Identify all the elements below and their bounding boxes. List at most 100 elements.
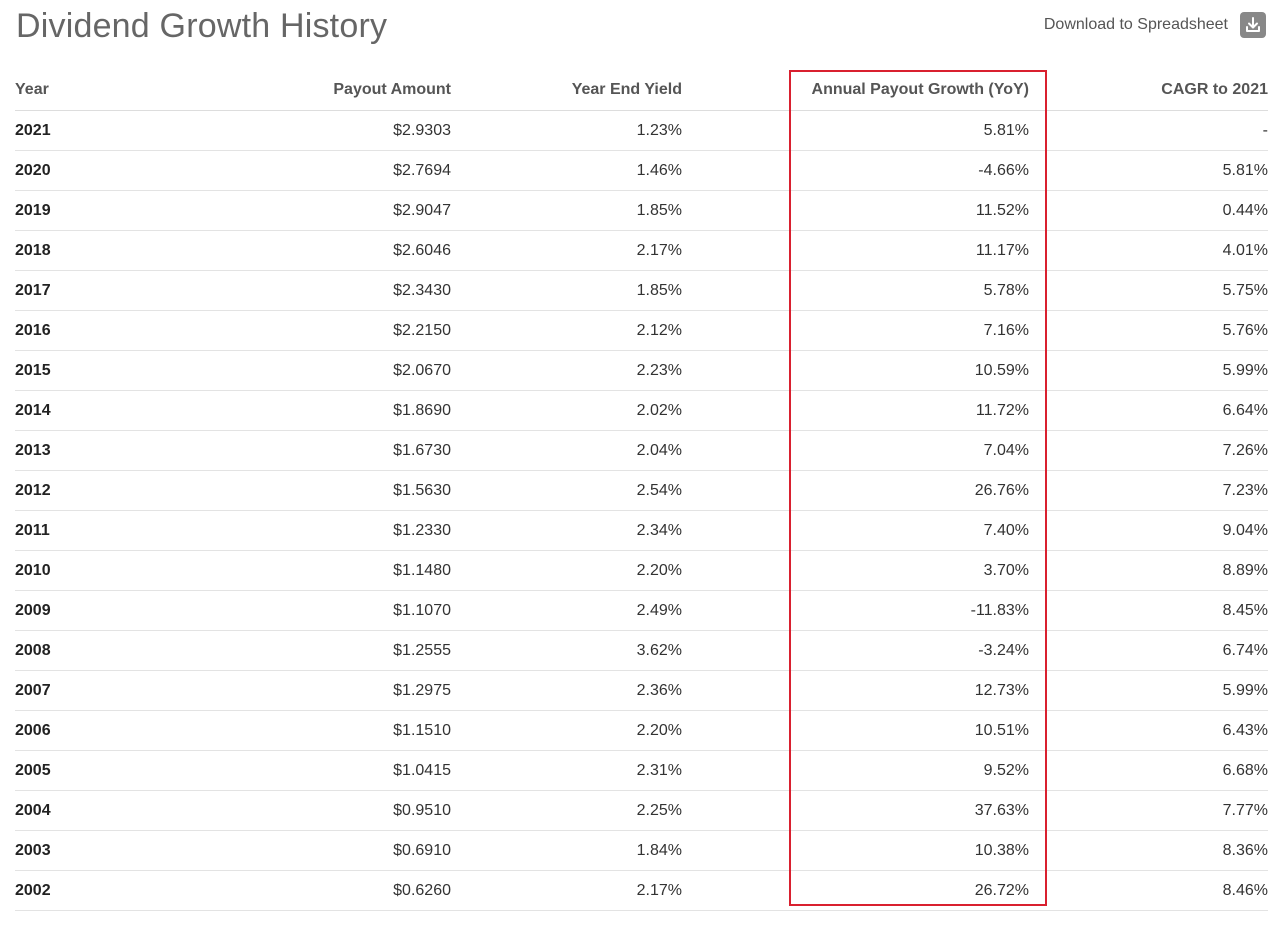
page-title: Dividend Growth History xyxy=(16,7,388,45)
dividend-growth-table-container: Year Payout Amount Year End Yield Annual… xyxy=(15,70,1268,911)
cell-year-end-yield: 1.85% xyxy=(451,190,682,231)
cell-year: 2013 xyxy=(15,430,155,471)
column-header-payout-amount[interactable]: Payout Amount xyxy=(155,70,451,111)
table-row: 2002 $0.6260 2.17% 26.72% 8.46% xyxy=(15,870,1268,911)
cell-year: 2021 xyxy=(15,110,155,151)
column-header-cagr[interactable]: CAGR to 2021 xyxy=(1039,70,1268,111)
cell-cagr: 0.44% xyxy=(1039,190,1268,231)
cell-annual-payout-growth: 11.72% xyxy=(682,390,1039,431)
table-row: 2007 $1.2975 2.36% 12.73% 5.99% xyxy=(15,670,1268,711)
cell-year: 2002 xyxy=(15,870,155,911)
table-row: 2013 $1.6730 2.04% 7.04% 7.26% xyxy=(15,430,1268,471)
download-icon[interactable] xyxy=(1240,12,1266,38)
column-header-year[interactable]: Year xyxy=(15,70,155,111)
cell-cagr: 8.36% xyxy=(1039,830,1268,871)
cell-cagr: 6.74% xyxy=(1039,630,1268,671)
cell-year-end-yield: 2.20% xyxy=(451,550,682,591)
cell-payout-amount: $1.5630 xyxy=(155,470,451,511)
cell-annual-payout-growth: 10.38% xyxy=(682,830,1039,871)
cell-cagr: 8.46% xyxy=(1039,870,1268,911)
cell-year: 2016 xyxy=(15,310,155,351)
cell-year: 2006 xyxy=(15,710,155,751)
cell-year-end-yield: 2.23% xyxy=(451,350,682,391)
table-row: 2011 $1.2330 2.34% 7.40% 9.04% xyxy=(15,510,1268,551)
table-row: 2003 $0.6910 1.84% 10.38% 8.36% xyxy=(15,830,1268,871)
table-row: 2014 $1.8690 2.02% 11.72% 6.64% xyxy=(15,390,1268,431)
cell-payout-amount: $1.2975 xyxy=(155,670,451,711)
table-row: 2012 $1.5630 2.54% 26.76% 7.23% xyxy=(15,470,1268,511)
cell-year: 2004 xyxy=(15,790,155,831)
cell-annual-payout-growth: 10.59% xyxy=(682,350,1039,391)
cell-annual-payout-growth: 7.04% xyxy=(682,430,1039,471)
table-row: 2004 $0.9510 2.25% 37.63% 7.77% xyxy=(15,790,1268,831)
cell-cagr: 5.75% xyxy=(1039,270,1268,311)
cell-annual-payout-growth: 12.73% xyxy=(682,670,1039,711)
cell-cagr: 8.89% xyxy=(1039,550,1268,591)
cell-year-end-yield: 2.49% xyxy=(451,590,682,631)
cell-year: 2015 xyxy=(15,350,155,391)
cell-payout-amount: $1.1070 xyxy=(155,590,451,631)
cell-year: 2018 xyxy=(15,230,155,271)
cell-annual-payout-growth: 7.40% xyxy=(682,510,1039,551)
table-row: 2010 $1.1480 2.20% 3.70% 8.89% xyxy=(15,550,1268,591)
cell-annual-payout-growth: -11.83% xyxy=(682,590,1039,631)
cell-payout-amount: $2.2150 xyxy=(155,310,451,351)
cell-payout-amount: $1.8690 xyxy=(155,390,451,431)
header-row: Year Payout Amount Year End Yield Annual… xyxy=(15,70,1268,111)
cell-annual-payout-growth: 7.16% xyxy=(682,310,1039,351)
cell-year-end-yield: 1.46% xyxy=(451,150,682,191)
table-row: 2020 $2.7694 1.46% -4.66% 5.81% xyxy=(15,150,1268,191)
cell-cagr: 6.43% xyxy=(1039,710,1268,751)
cell-payout-amount: $2.9303 xyxy=(155,110,451,151)
dividend-growth-table: Year Payout Amount Year End Yield Annual… xyxy=(15,70,1268,911)
cell-payout-amount: $1.1510 xyxy=(155,710,451,751)
cell-year-end-yield: 2.02% xyxy=(451,390,682,431)
cell-payout-amount: $2.6046 xyxy=(155,230,451,271)
cell-year: 2017 xyxy=(15,270,155,311)
cell-annual-payout-growth: 10.51% xyxy=(682,710,1039,751)
cell-cagr: - xyxy=(1039,110,1268,151)
table-row: 2019 $2.9047 1.85% 11.52% 0.44% xyxy=(15,190,1268,231)
cell-payout-amount: $2.0670 xyxy=(155,350,451,391)
table-header: Year Payout Amount Year End Yield Annual… xyxy=(15,70,1268,111)
cell-year-end-yield: 2.17% xyxy=(451,870,682,911)
cell-cagr: 7.26% xyxy=(1039,430,1268,471)
cell-year-end-yield: 2.31% xyxy=(451,750,682,791)
download-label[interactable]: Download to Spreadsheet xyxy=(1043,16,1228,33)
download-to-spreadsheet-button[interactable]: Download to Spreadsheet xyxy=(1044,12,1266,38)
cell-payout-amount: $1.2555 xyxy=(155,630,451,671)
cell-annual-payout-growth: 26.72% xyxy=(682,870,1039,911)
cell-year-end-yield: 1.23% xyxy=(451,110,682,151)
cell-year-end-yield: 1.85% xyxy=(451,270,682,311)
cell-payout-amount: $0.6910 xyxy=(155,830,451,871)
cell-payout-amount: $2.7694 xyxy=(155,150,451,191)
cell-year-end-yield: 2.17% xyxy=(451,230,682,271)
table-row: 2005 $1.0415 2.31% 9.52% 6.68% xyxy=(15,750,1268,791)
cell-payout-amount: $1.0415 xyxy=(155,750,451,791)
download-arrow-icon xyxy=(1246,17,1260,32)
cell-year: 2010 xyxy=(15,550,155,591)
cell-year-end-yield: 2.34% xyxy=(451,510,682,551)
page-header: Dividend Growth History Download to Spre… xyxy=(0,0,1280,60)
cell-year-end-yield: 3.62% xyxy=(451,630,682,671)
cell-payout-amount: $1.1480 xyxy=(155,550,451,591)
cell-year: 2020 xyxy=(15,150,155,191)
table-row: 2009 $1.1070 2.49% -11.83% 8.45% xyxy=(15,590,1268,631)
cell-cagr: 6.68% xyxy=(1039,750,1268,791)
cell-cagr: 7.23% xyxy=(1039,470,1268,511)
table-row: 2016 $2.2150 2.12% 7.16% 5.76% xyxy=(15,310,1268,351)
cell-year: 2009 xyxy=(15,590,155,631)
cell-cagr: 4.01% xyxy=(1039,230,1268,271)
cell-year-end-yield: 2.20% xyxy=(451,710,682,751)
table-row: 2021 $2.9303 1.23% 5.81% - xyxy=(15,110,1268,151)
cell-year: 2005 xyxy=(15,750,155,791)
cell-cagr: 7.77% xyxy=(1039,790,1268,831)
column-header-year-end-yield[interactable]: Year End Yield xyxy=(451,70,682,111)
cell-year: 2003 xyxy=(15,830,155,871)
cell-cagr: 5.99% xyxy=(1039,670,1268,711)
cell-year: 2014 xyxy=(15,390,155,431)
cell-cagr: 5.81% xyxy=(1039,150,1268,191)
cell-year: 2012 xyxy=(15,470,155,511)
column-header-annual-payout-growth[interactable]: Annual Payout Growth (YoY) xyxy=(682,70,1039,111)
cell-cagr: 9.04% xyxy=(1039,510,1268,551)
